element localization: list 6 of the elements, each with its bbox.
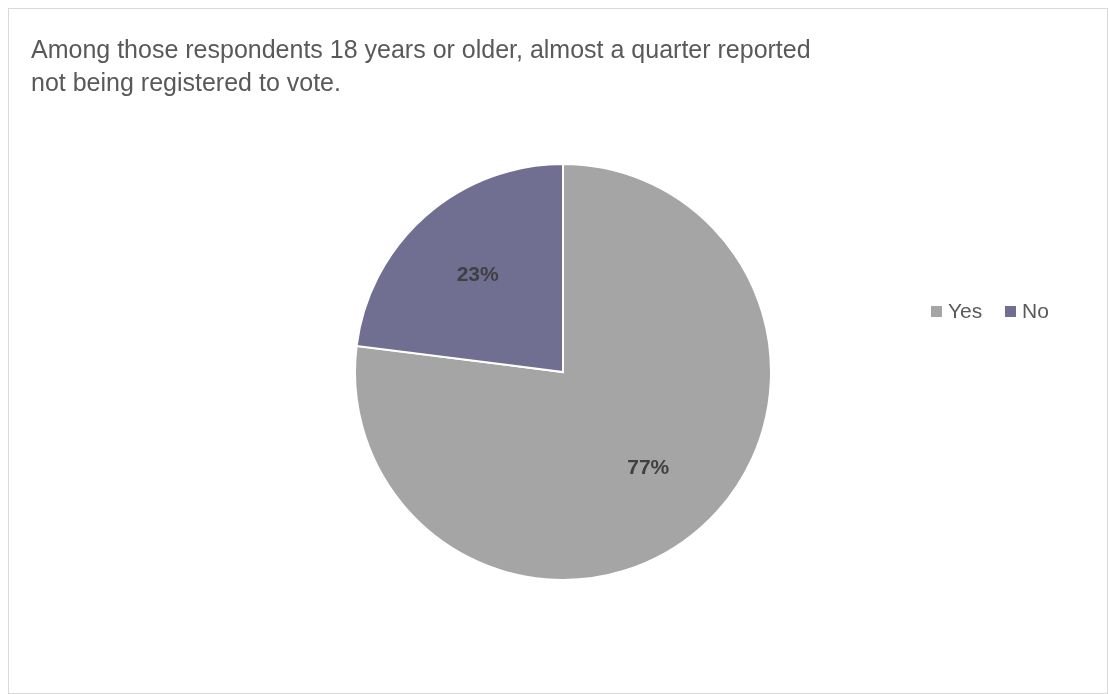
chart-title: Among those respondents 18 years or older, almost a quarter reported not being registered to vote. — [31, 34, 811, 98]
pie-slice — [354, 163, 772, 581]
data-label: 23% — [456, 261, 500, 285]
data-label: 77% — [627, 455, 670, 479]
legend-label: Yes — [948, 298, 983, 322]
legend-label: No — [1022, 298, 1049, 322]
